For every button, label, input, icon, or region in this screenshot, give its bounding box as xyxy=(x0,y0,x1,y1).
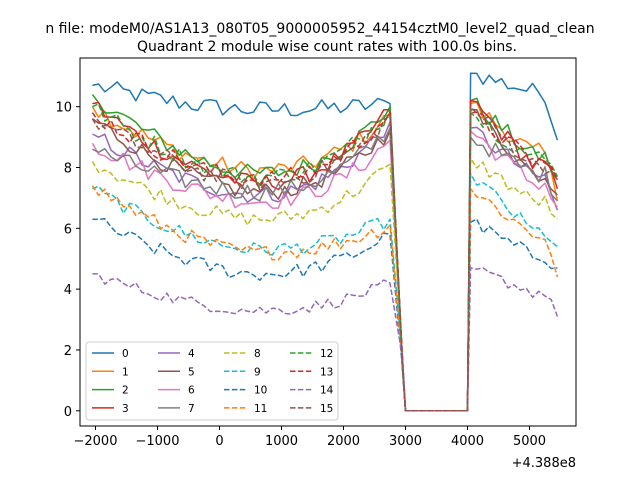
x-tick-label: 1000 xyxy=(265,434,298,449)
y-tick-label: 10 xyxy=(55,101,72,116)
series-line-0 xyxy=(92,72,559,412)
y-tick-label: 0 xyxy=(64,405,72,420)
legend-label-15: 15 xyxy=(320,403,333,415)
x-axis: −2000 −1000 0 1000 2000 3000 4000 5000 xyxy=(74,426,546,449)
x-tick-label: 5000 xyxy=(513,434,546,449)
y-tick-label: 4 xyxy=(64,283,72,298)
x-axis-offset-label: +4.388e8 xyxy=(512,456,576,471)
series-line-1 xyxy=(91,101,559,412)
legend-label-13: 13 xyxy=(320,366,333,378)
x-tick-label: 4000 xyxy=(451,434,484,449)
series-line-6 xyxy=(91,130,558,412)
x-tick-label: 3000 xyxy=(389,434,422,449)
x-tick-label: 0 xyxy=(215,434,223,449)
legend-label-5: 5 xyxy=(188,366,195,378)
y-tick-label: 6 xyxy=(64,222,72,237)
legend-label-4: 4 xyxy=(188,348,195,360)
legend-label-10: 10 xyxy=(254,385,267,397)
series-line-11 xyxy=(91,185,559,412)
x-tick-label: 2000 xyxy=(327,434,360,449)
legend-label-1: 1 xyxy=(122,366,129,378)
legend-label-7: 7 xyxy=(188,403,195,415)
series-line-15 xyxy=(91,105,559,412)
series-line-7 xyxy=(92,127,558,412)
series-line-13 xyxy=(91,111,559,412)
legend-label-6: 6 xyxy=(188,385,195,397)
series-line-14 xyxy=(92,267,559,412)
series-line-8 xyxy=(91,157,558,412)
legend-label-12: 12 xyxy=(320,348,333,360)
legend-box xyxy=(85,341,339,421)
y-axis: 0 2 4 6 8 10 xyxy=(55,101,80,420)
y-tick-label: 8 xyxy=(64,161,72,176)
figure-suptitle: n file: modeM0/AS1A13_080T05_9000005952_… xyxy=(45,21,594,37)
legend-label-11: 11 xyxy=(254,403,267,415)
x-tick-label: −2000 xyxy=(74,434,118,449)
x-tick-label: −1000 xyxy=(136,434,180,449)
legend-label-3: 3 xyxy=(122,403,129,415)
series-line-12 xyxy=(92,103,559,412)
series-line-10 xyxy=(92,218,558,412)
legend-label-8: 8 xyxy=(254,348,261,360)
y-tick-label: 2 xyxy=(64,344,72,359)
legend-label-2: 2 xyxy=(122,385,129,397)
chart-title: Quadrant 2 module wise count rates with … xyxy=(137,39,517,55)
series-layer xyxy=(91,72,559,412)
series-line-9 xyxy=(92,172,558,412)
legend-label-14: 14 xyxy=(320,385,334,397)
legend-label-9: 9 xyxy=(254,366,261,378)
legend-label-0: 0 xyxy=(122,348,129,360)
axes-frame xyxy=(79,57,577,427)
